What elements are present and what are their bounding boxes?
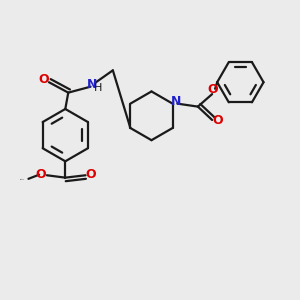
Text: O: O — [35, 168, 46, 181]
Text: O: O — [85, 168, 96, 181]
Text: O: O — [208, 83, 218, 97]
Text: O: O — [212, 114, 223, 128]
Text: H: H — [94, 82, 103, 93]
Text: N: N — [171, 95, 181, 108]
Text: methyl: methyl — [20, 179, 24, 180]
Text: O: O — [38, 74, 49, 86]
Text: N: N — [87, 78, 98, 91]
